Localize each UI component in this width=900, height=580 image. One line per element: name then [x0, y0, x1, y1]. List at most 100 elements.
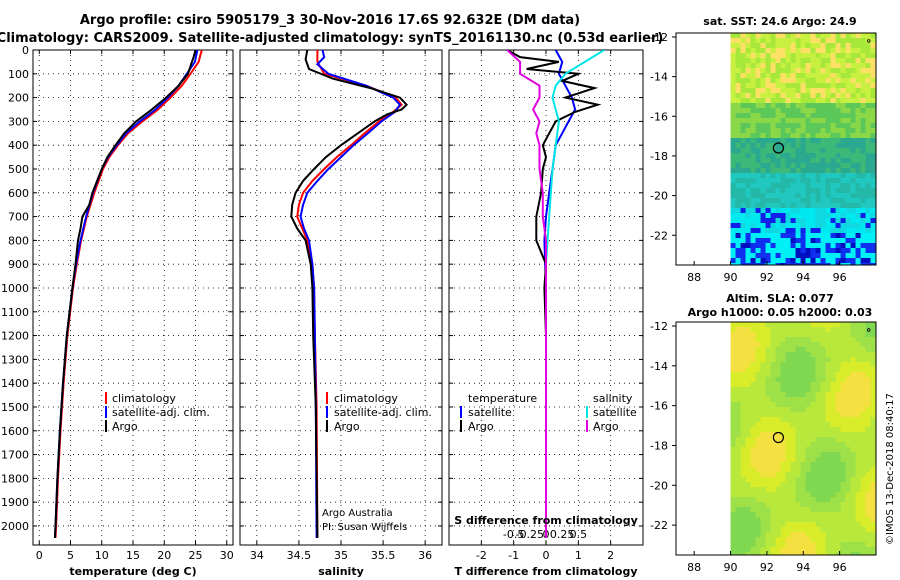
map-cell [825, 512, 832, 518]
map-cell [825, 482, 832, 488]
map-cell [855, 193, 862, 199]
map-cell [755, 178, 762, 184]
map-cell [805, 547, 812, 553]
map-cell [825, 437, 832, 443]
map-cell [870, 178, 876, 184]
map-cell [770, 472, 777, 478]
map-cell [790, 527, 797, 533]
map-cell [765, 452, 772, 458]
map-cell [750, 462, 757, 468]
map-cell [820, 138, 827, 144]
map-cell [815, 198, 822, 204]
map-cell [860, 422, 867, 428]
map-cell [730, 542, 737, 548]
ytick-label-19: 1900 [1, 496, 29, 509]
map-cell [730, 228, 737, 234]
map-cell [845, 148, 852, 154]
map-cell [765, 342, 772, 348]
map-cell [750, 203, 757, 209]
map-cell [820, 357, 827, 363]
map-cell [800, 168, 807, 174]
map-cell [740, 462, 747, 468]
map-cell [765, 442, 772, 448]
map-cell [850, 173, 857, 179]
map-cell [860, 158, 867, 164]
map-cell [745, 472, 752, 478]
map-cell [855, 98, 862, 104]
map-cell [770, 457, 777, 463]
map-cell [840, 183, 847, 189]
map-cell [760, 263, 767, 265]
difference-legend: temperature satellite Argo salinity sate… [460, 392, 637, 433]
map-cell [780, 238, 787, 244]
map-cell [735, 497, 742, 503]
map-cell [770, 138, 777, 144]
map-cell [855, 472, 862, 478]
map-cell [845, 208, 852, 214]
map-cell [735, 362, 742, 368]
map-cell [815, 407, 822, 413]
map-cell [740, 527, 747, 533]
map-cell [820, 143, 827, 149]
map-cell [775, 48, 782, 54]
map-cell [775, 243, 782, 249]
map-cell [800, 153, 807, 159]
map-cell [745, 238, 752, 244]
map-cell [805, 482, 812, 488]
map-cell [745, 168, 752, 174]
map-cell [755, 327, 762, 333]
map-cell [785, 83, 792, 89]
map-cell [760, 382, 767, 388]
map-cell [765, 437, 772, 443]
map-cell [745, 188, 752, 194]
map-cell [805, 138, 812, 144]
map-cell [770, 188, 777, 194]
map-cell [835, 357, 842, 363]
map-cell [745, 382, 752, 388]
map-cell [750, 53, 757, 59]
map-cell [830, 542, 837, 548]
map-cell [860, 258, 867, 264]
map-cell [730, 43, 737, 49]
map-cell [825, 502, 832, 508]
map-cell [805, 33, 812, 39]
map-cell [760, 372, 767, 378]
map-cell [795, 447, 802, 453]
map-cell [860, 372, 867, 378]
map-cell [790, 68, 797, 74]
map-cell [735, 337, 742, 343]
map-cell [840, 462, 847, 468]
map-cell [855, 213, 862, 219]
map-cell [845, 397, 852, 403]
map-cell [830, 457, 837, 463]
map-cell [735, 352, 742, 358]
map-cell [730, 537, 737, 543]
salinity-legend: climatology satellite-adj. clim. Argo Ar… [322, 392, 432, 533]
map-cell [845, 352, 852, 358]
map-cell [765, 387, 772, 393]
map-cell [810, 53, 817, 59]
map-cell [800, 233, 807, 239]
map-cell [790, 198, 797, 204]
map-cell [805, 327, 812, 333]
map-cell [770, 442, 777, 448]
map-cell [860, 233, 867, 239]
map-cell [750, 33, 757, 39]
map-cell [755, 397, 762, 403]
map-cell [770, 243, 777, 249]
map-cell [735, 452, 742, 458]
map-cell [790, 148, 797, 154]
map-cell [780, 402, 787, 408]
map-cell [740, 412, 747, 418]
map-cell [865, 153, 872, 159]
map-cell [865, 233, 872, 239]
map-cell [785, 78, 792, 84]
map-cell [810, 322, 817, 328]
map-cell [790, 133, 797, 139]
map-cell [760, 322, 767, 328]
map-cell [755, 183, 762, 189]
map-cell [810, 188, 817, 194]
map-cell [850, 78, 857, 84]
map-cell [765, 48, 772, 54]
